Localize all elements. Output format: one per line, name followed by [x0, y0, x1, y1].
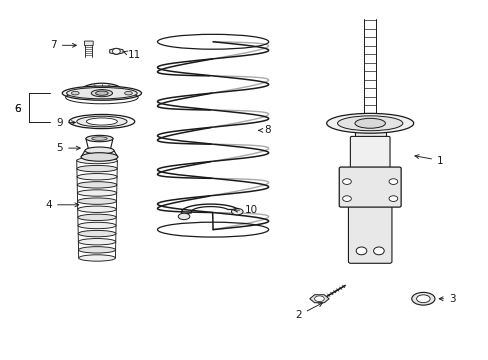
Ellipse shape	[77, 174, 117, 180]
Ellipse shape	[86, 118, 117, 125]
Ellipse shape	[388, 196, 397, 202]
Ellipse shape	[86, 135, 113, 142]
FancyBboxPatch shape	[350, 136, 389, 238]
Ellipse shape	[355, 247, 366, 255]
Text: 1: 1	[414, 155, 443, 166]
Ellipse shape	[79, 247, 115, 253]
Ellipse shape	[388, 179, 397, 184]
Ellipse shape	[77, 166, 117, 172]
Ellipse shape	[91, 90, 112, 97]
Ellipse shape	[81, 153, 118, 161]
Ellipse shape	[77, 157, 117, 164]
Ellipse shape	[92, 137, 107, 140]
Ellipse shape	[337, 116, 402, 131]
Ellipse shape	[354, 118, 385, 128]
Ellipse shape	[62, 86, 141, 100]
Ellipse shape	[342, 196, 350, 202]
Ellipse shape	[314, 296, 324, 302]
Text: 9: 9	[57, 118, 75, 128]
Text: 10: 10	[233, 205, 258, 215]
FancyBboxPatch shape	[339, 167, 400, 207]
Ellipse shape	[71, 91, 79, 95]
Ellipse shape	[78, 198, 116, 204]
Text: 7: 7	[50, 40, 76, 50]
Text: 6: 6	[14, 104, 20, 114]
FancyBboxPatch shape	[354, 131, 385, 138]
Ellipse shape	[85, 147, 114, 154]
Ellipse shape	[78, 206, 116, 212]
Ellipse shape	[373, 247, 384, 255]
Text: 6: 6	[14, 104, 20, 114]
Text: 2: 2	[295, 303, 322, 320]
Ellipse shape	[66, 87, 137, 99]
Text: 4: 4	[45, 200, 79, 210]
Ellipse shape	[326, 113, 413, 133]
Ellipse shape	[95, 91, 108, 95]
Ellipse shape	[79, 255, 115, 261]
Ellipse shape	[78, 214, 116, 221]
Polygon shape	[109, 48, 123, 54]
Ellipse shape	[231, 208, 243, 215]
Circle shape	[112, 49, 120, 54]
Text: 3: 3	[438, 294, 455, 304]
Ellipse shape	[78, 222, 116, 229]
FancyBboxPatch shape	[348, 204, 391, 263]
Ellipse shape	[78, 230, 116, 237]
Ellipse shape	[124, 91, 132, 95]
Ellipse shape	[78, 239, 116, 245]
Ellipse shape	[342, 179, 350, 184]
Ellipse shape	[77, 190, 117, 196]
Ellipse shape	[416, 295, 429, 303]
Text: 8: 8	[258, 125, 270, 135]
Text: 5: 5	[57, 143, 80, 153]
FancyBboxPatch shape	[84, 41, 93, 46]
Text: 11: 11	[123, 50, 141, 60]
Ellipse shape	[69, 114, 135, 129]
Ellipse shape	[77, 182, 117, 188]
Ellipse shape	[411, 292, 434, 305]
Ellipse shape	[77, 116, 127, 127]
Ellipse shape	[178, 213, 189, 220]
Polygon shape	[309, 295, 328, 303]
